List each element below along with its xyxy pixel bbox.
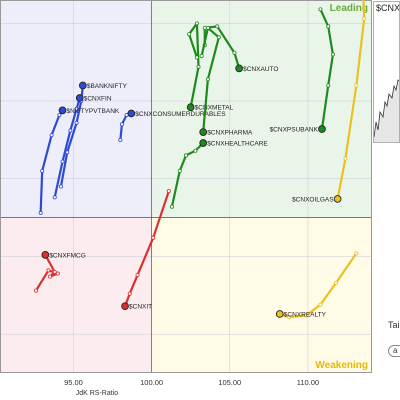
tail-point-banknifty-0 <box>58 184 63 189</box>
head-point-cnxpharma <box>199 128 208 136</box>
head-point-cnxpsubank <box>318 125 326 133</box>
plot-frame <box>0 0 372 373</box>
tail-point-niftypvtbank-2 <box>49 133 54 138</box>
head-point-niftypvtbank <box>58 106 67 115</box>
series-label-cnxpsubank: $CNXPSUBANK <box>270 126 319 133</box>
head-point-banknifty <box>78 81 87 90</box>
tail-point-niftypvtbank-0 <box>38 210 43 215</box>
series-label-cnxpharma: $CNXPHARMA <box>207 130 253 137</box>
tail-point-cnxfin-3 <box>74 106 79 111</box>
series-label-niftypvtbank: $NIFTYPVTBANK <box>67 108 120 115</box>
tail-point-cnxhealthcare-2 <box>183 153 188 158</box>
head-point-cnxfin <box>75 94 84 102</box>
head-point-cnxit <box>121 302 129 311</box>
tail-point-cnxrealty-4 <box>287 315 292 320</box>
quadrant-label-weakening: Weakening <box>315 360 368 371</box>
tail-point-cnxfin-2 <box>68 128 73 133</box>
tail-point-cnxrealty-3 <box>304 313 309 318</box>
tail-point-cnxhealthcare-0 <box>169 204 174 209</box>
tail-point-cnxpsubank-3 <box>326 83 331 88</box>
tail-point-cnxit-3 <box>127 291 132 296</box>
tail-point-cnxhealthcare-1 <box>177 168 182 173</box>
tail-point-cnxfmcg-3 <box>48 274 53 279</box>
quadrant-leading <box>151 0 372 218</box>
mini-chart-title: $CNX <box>376 3 400 13</box>
series-label-cnxrealty: $CNXREALTY <box>284 311 327 318</box>
quadrant-lagging <box>0 217 152 373</box>
x-axis-label: JdK RS-Ratio <box>76 390 119 397</box>
series-label-cnxauto: $CNXAUTO <box>243 66 278 73</box>
tail-point-cnxoilgas-3 <box>343 156 348 161</box>
tail-point-cnxrealty-0 <box>354 251 359 256</box>
series-label-banknifty: $BANKNIFTY <box>87 83 128 90</box>
tail-point-cnxpharma-1 <box>205 25 210 30</box>
tail-length-select[interactable]: a <box>388 345 400 357</box>
series-label-cnxoilgas: $CNXOILGAS <box>292 196 334 203</box>
tail-point-cnxfin-0 <box>52 195 57 200</box>
tail-point-cnxmetal-1 <box>187 32 192 37</box>
tail-point-cnxrealty-2 <box>318 302 323 307</box>
x-tick-label-0: 95.00 <box>64 378 83 387</box>
x-tick-label-2: 105.00 <box>218 378 241 387</box>
tail-point-cnxfin-1 <box>60 159 65 164</box>
tail-point-cnxconsumerdurables-0 <box>118 137 123 142</box>
tail-point-cnxfmcg-4 <box>52 269 57 274</box>
head-point-cnxhealthcare <box>199 139 208 147</box>
mini-chart-line <box>374 79 399 138</box>
mini-chart-area <box>374 79 399 142</box>
head-point-cnxauto <box>235 64 243 73</box>
x-tick-label-3: 110.00 <box>297 378 319 387</box>
series-label-cnxfin: $CNXFIN <box>84 95 112 102</box>
tail-cnxfmcg <box>34 253 59 292</box>
x-tick-label-1: 100.00 <box>140 378 163 387</box>
tail-point-niftypvtbank-1 <box>40 168 45 173</box>
head-point-cnxoilgas <box>333 195 342 203</box>
tail-point-cnxfmcg-1 <box>46 268 51 273</box>
tail-point-cnxpsubank-0 <box>318 7 323 12</box>
tail-point-cnxoilgas-2 <box>354 83 359 88</box>
series-label-cnxhealthcare: $CNXHEALTHCARE <box>207 140 268 147</box>
tail-point-cnxit-1 <box>151 235 156 240</box>
tail-point-cnxoilgas-1 <box>362 16 367 21</box>
tail-point-cnxit-0 <box>166 189 171 194</box>
tail-point-cnxpharma-0 <box>199 53 204 58</box>
tail-point-niftypvtbank-3 <box>57 113 62 118</box>
quadrant-label-leading: Leading <box>330 3 368 14</box>
tail-point-cnxfmcg-2 <box>55 271 60 276</box>
tail-point-cnxhealthcare-3 <box>193 148 198 153</box>
tail-point-cnxpsubank-2 <box>330 52 335 57</box>
tail-point-cnxit-2 <box>135 273 140 278</box>
tail-point-cnxmetal-2 <box>194 21 199 26</box>
head-point-cnxconsumerdurables <box>127 109 136 118</box>
tail-point-cnxpharma-2 <box>216 35 221 40</box>
tail-label: Tail <box>388 320 400 330</box>
series-label-cnxit: $CNXIT <box>129 304 152 311</box>
head-point-cnxmetal <box>186 103 195 112</box>
tail-point-cnxpharma-3 <box>205 77 210 82</box>
tail-point-cnxmetal-0 <box>194 55 199 60</box>
rrg-chart: Leading Weakening 95.00 100.00 105.00 110.00 J… <box>0 0 372 397</box>
tail-point-cnxfmcg-0 <box>33 288 38 293</box>
tail-point-cnxconsumerdurables-1 <box>119 122 124 127</box>
head-point-cnxrealty <box>275 310 284 318</box>
series-label-cnxmetal: $CNXMETAL <box>195 105 234 112</box>
series-label-cnxconsumerdurables: $CNXCONSUMERDURABLES <box>135 111 226 118</box>
head-point-cnxfmcg <box>41 251 50 259</box>
mini-price-chart: $CNX <box>373 1 400 143</box>
tail-point-cnxauto-1 <box>202 25 207 30</box>
series-label-cnxfmcg: $CNXFMCG <box>49 252 85 259</box>
tail-point-cnxauto-3 <box>232 50 237 55</box>
tail-point-cnxpsubank-1 <box>326 24 331 29</box>
tail-point-cnxmetal-3 <box>196 64 201 69</box>
tail-point-cnxauto-2 <box>215 24 220 29</box>
quadrant-weakening <box>151 217 372 373</box>
tail-point-cnxrealty-1 <box>334 280 339 285</box>
tail-point-banknifty-2 <box>74 120 79 125</box>
